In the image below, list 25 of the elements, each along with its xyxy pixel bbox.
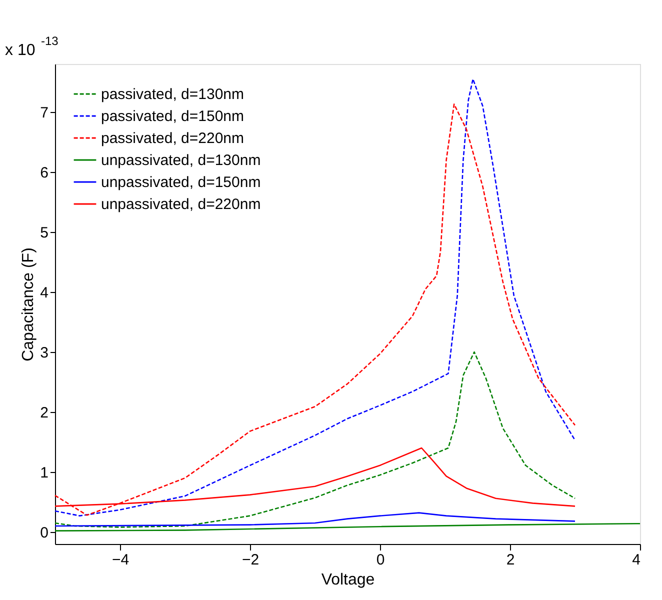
x-axis-title: Voltage	[321, 572, 375, 588]
legend-label: unpassivated, d=130nm	[101, 152, 261, 169]
x-tick-label: −2	[242, 552, 260, 568]
legend-label: passivated, d=130nm	[101, 86, 244, 103]
line-series	[54, 522, 641, 532]
legend-label: unpassivated, d=220nm	[101, 196, 261, 213]
legend-label: passivated, d=150nm	[101, 108, 244, 125]
line-series	[54, 512, 576, 527]
y-tick-label: 3	[40, 344, 48, 362]
y-tick-label: 1	[40, 464, 48, 482]
x-tick-label: −4	[112, 552, 130, 568]
x-tick-label: 2	[506, 552, 515, 568]
y-tick-label: 4	[40, 284, 48, 302]
y-tick-label: 0	[40, 524, 48, 542]
x-tick-label: 0	[376, 552, 385, 568]
y-axis-title: Capacitance (F)	[20, 248, 38, 362]
line-series	[54, 351, 576, 528]
text: x 10-13	[5, 34, 59, 59]
x-tick-label: 4	[632, 552, 640, 568]
y-tick-label: 7	[40, 104, 48, 122]
y-tick-label: 6	[40, 164, 48, 182]
legend-label: passivated, d=220nm	[101, 130, 244, 147]
legend-label: unpassivated, d=150nm	[101, 174, 261, 191]
y-tick-label: 5	[40, 224, 48, 242]
y-tick-label: 2	[40, 404, 48, 422]
